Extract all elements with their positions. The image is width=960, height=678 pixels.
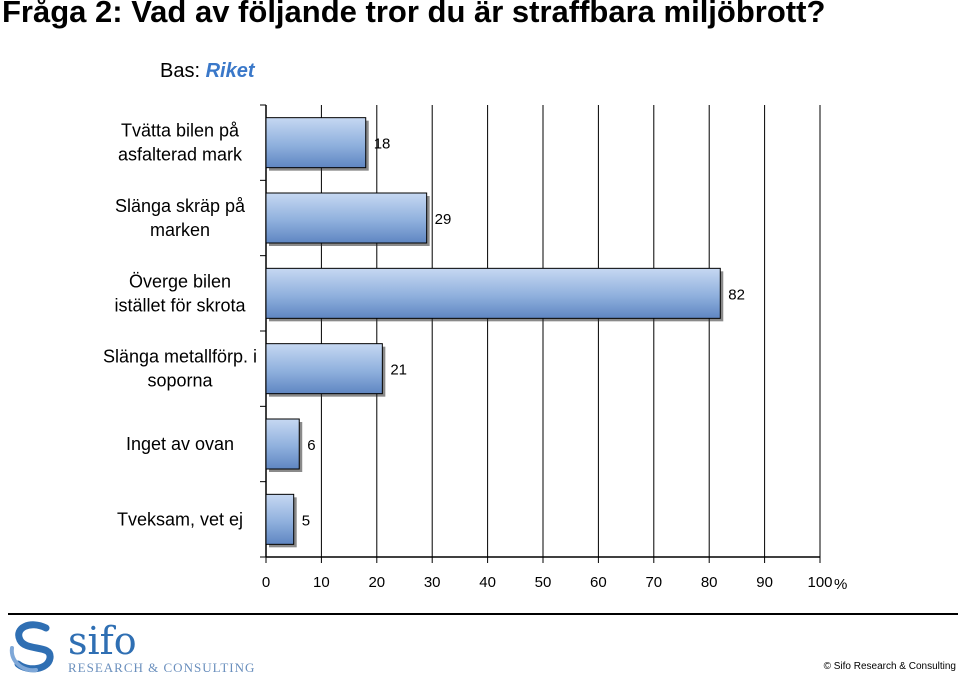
bar: [265, 267, 721, 319]
bar: [265, 418, 300, 470]
x-tick-label: 0: [262, 574, 270, 591]
category-label: Tveksam, vet ej: [117, 509, 243, 529]
copyright: © Sifo Research & Consulting: [823, 661, 956, 672]
bar: [265, 117, 367, 169]
x-tick-label: 100: [807, 574, 832, 591]
category-label: Tvätta bilen på asfalterad mark: [118, 121, 243, 165]
bar-value-label: 29: [435, 211, 452, 228]
category-label-line: Tvätta bilen på: [121, 121, 240, 141]
footer-divider: [8, 613, 958, 615]
bar: [265, 493, 295, 545]
category-label: Slänga skräp på marken: [115, 196, 246, 240]
category-label-line: Överge bilen: [129, 271, 231, 291]
bar-value-label: 6: [307, 437, 315, 454]
base-label: Bas: Riket: [160, 60, 255, 83]
category-label-line: soporna: [147, 371, 213, 391]
bar-chart: 0 10 20 30 40 50 60 70 80 90 100 % 18 Tvätta bilen på…: [103, 104, 847, 593]
logo-name: sifo: [68, 619, 137, 663]
category-label-line: Tveksam, vet ej: [117, 509, 243, 529]
axes: [260, 104, 821, 563]
x-tick-label: 90: [756, 574, 773, 591]
bar: [265, 192, 428, 244]
x-tick-label: 10: [313, 574, 330, 591]
bars: [265, 117, 724, 548]
category-label-line: Slänga metallförp. i: [103, 347, 257, 367]
grid-lines: [320, 105, 821, 557]
page-title: Fråga 2: Vad av följande tror du är stra…: [2, 0, 826, 29]
x-unit-label: %: [834, 576, 847, 593]
logo-tagline: RESEARCH & CONSULTING: [68, 660, 256, 675]
bar-value-label: 82: [728, 286, 745, 303]
x-tick-label: 70: [645, 574, 662, 591]
x-tick-label: 50: [535, 574, 552, 591]
x-tick-label: 30: [424, 574, 441, 591]
base-prefix: Bas:: [160, 60, 201, 82]
category-label: Slänga metallförp. i soporna: [103, 347, 257, 391]
base-value: Riket: [205, 60, 255, 82]
x-tick-label: 60: [590, 574, 607, 591]
x-tick-label: 20: [368, 574, 385, 591]
category-label: Inget av ovan: [126, 434, 234, 454]
bar-value-label: 18: [374, 136, 391, 153]
category-label: Överge bilen istället för skrota: [114, 271, 246, 315]
category-label-line: Slänga skräp på: [115, 196, 246, 216]
category-label-line: Inget av ovan: [126, 434, 234, 454]
bar-value-label: 5: [302, 512, 310, 529]
x-tick-label: 40: [479, 574, 496, 591]
sifo-logo: sifo RESEARCH & CONSULTING: [6, 618, 254, 676]
x-tick-label: 80: [701, 574, 718, 591]
category-label-line: marken: [150, 220, 210, 240]
bar-value-label: 21: [390, 362, 407, 379]
labels: 0 10 20 30 40 50 60 70 80 90 100 % 18 Tvätta bilen på…: [103, 121, 847, 593]
category-label-line: istället för skrota: [114, 295, 246, 315]
sifo-swirl-icon: [9, 621, 54, 673]
category-label-line: asfalterad mark: [118, 145, 243, 165]
bar: [265, 343, 383, 395]
